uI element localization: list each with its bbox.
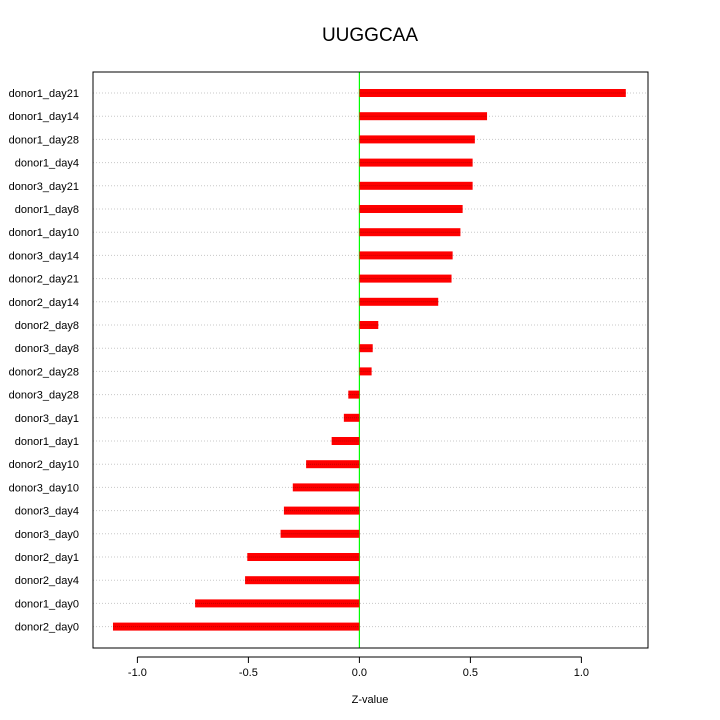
bar (359, 321, 379, 329)
category-label: donor1_day8 (15, 204, 79, 216)
x-tick-label: 1.0 (574, 667, 589, 679)
category-label: donor2_day1 (15, 552, 79, 564)
x-tick-label: 0.5 (463, 667, 478, 679)
category-label: donor2_day10 (9, 459, 79, 471)
bar (348, 390, 360, 399)
category-label: donor3_day0 (15, 529, 79, 541)
bar (283, 506, 360, 515)
category-label: donor3_day4 (15, 506, 79, 518)
category-label: donor1_day4 (15, 158, 79, 170)
x-tick-label: 0.0 (352, 667, 367, 679)
bar (359, 135, 475, 144)
category-label: donor2_day14 (9, 297, 79, 309)
category-label: donor2_day0 (15, 622, 79, 634)
category-label: donor2_day28 (9, 366, 79, 378)
category-label: donor1_day10 (9, 227, 79, 239)
category-label: donor2_day4 (15, 575, 79, 587)
gridlines (93, 92, 648, 628)
x-tick-label: -1.0 (128, 667, 147, 679)
plot-frame (92, 71, 649, 649)
bar (331, 437, 360, 445)
bar (292, 483, 360, 492)
category-label: donor1_day28 (9, 134, 79, 146)
bar (359, 112, 488, 121)
bar (343, 413, 360, 422)
category-label: donor2_day8 (15, 320, 79, 332)
category-label: donor3_day1 (15, 413, 79, 425)
x-tick-label: -0.5 (239, 667, 258, 679)
category-label: donor1_day0 (15, 598, 79, 610)
category-label: donor3_day14 (9, 250, 79, 262)
category-label: donor1_day14 (9, 111, 79, 123)
category-label: donor3_day8 (15, 343, 79, 355)
category-label: donor2_day21 (9, 274, 79, 286)
bar (112, 622, 360, 631)
category-labels: donor1_day21 donor1_day14 donor1_day28dono… (9, 88, 79, 634)
category-label: donor1_day1 (15, 436, 79, 448)
bar (359, 297, 439, 306)
bar (359, 205, 463, 213)
bars (112, 89, 626, 631)
x-axis-label: Z-value (352, 694, 389, 706)
bar (359, 89, 626, 97)
chart-title: UUGGCAA (322, 25, 418, 46)
x-axis: -1.0 -0.5 0.0 0.5 1.0 (128, 656, 589, 679)
category-label: donor3_day21 (9, 181, 79, 193)
category-label: donor3_day28 (9, 390, 79, 402)
bar (245, 576, 360, 585)
category-label: donor1_day21 (9, 88, 79, 100)
bar (280, 529, 360, 538)
category-label: donor3_day10 (9, 482, 79, 494)
